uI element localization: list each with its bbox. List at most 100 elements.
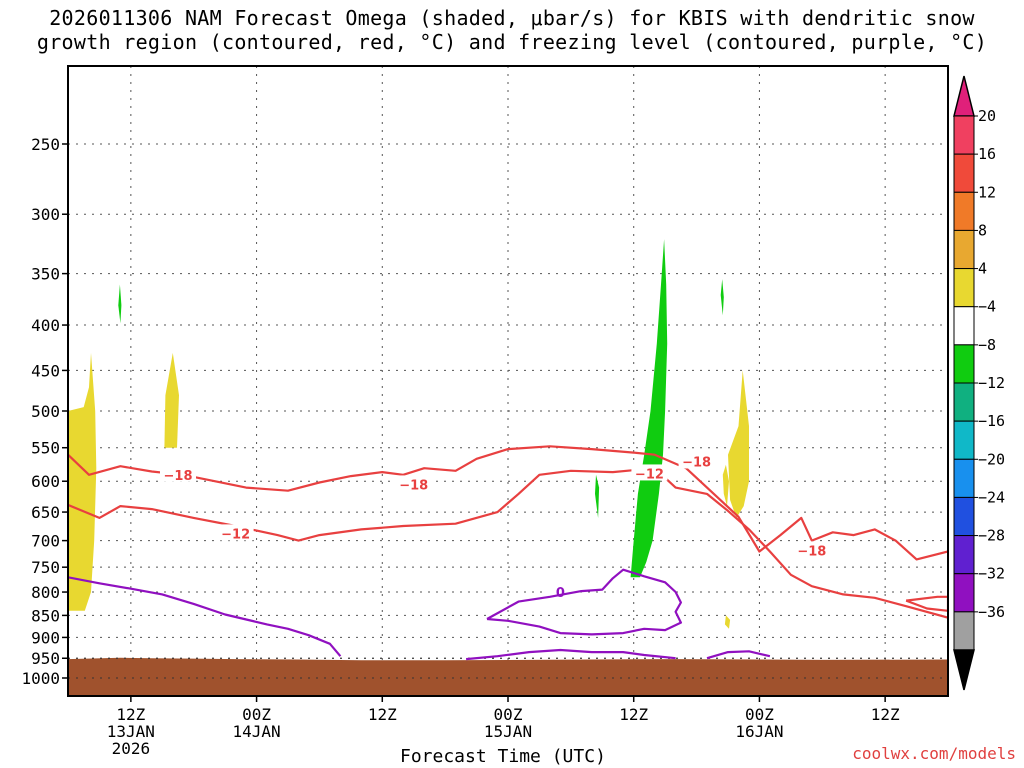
contour-dgz_right_loop [905, 595, 948, 612]
y-tick-label: 750 [31, 558, 60, 577]
colorbar-label: −28 [978, 527, 1005, 545]
x-axis-label: Forecast Time (UTC) [400, 746, 606, 767]
colorbar-label: −16 [978, 412, 1005, 430]
x-tick-label: 00Z [494, 705, 523, 724]
colorbar-swatch [953, 191, 975, 231]
y-tick-label: 250 [31, 135, 60, 154]
omega-negative-small-1 [118, 284, 122, 324]
terrain-fill [68, 657, 948, 696]
x-tick-label: 12Z [871, 705, 900, 724]
colorbar-swatch [953, 268, 975, 308]
colorbar-swatch [953, 344, 975, 384]
x-tick-label: 14JAN [232, 722, 280, 741]
contour-label-background [395, 475, 432, 492]
colorbar-label: −8 [978, 336, 996, 354]
colorbar-label: 12 [978, 183, 996, 201]
colorbar-label: 16 [978, 145, 996, 163]
contour-label: −18 [797, 544, 826, 559]
y-tick-label: 500 [31, 402, 60, 421]
omega-positive-small-2 [724, 615, 731, 629]
y-tick-label: 900 [31, 628, 60, 647]
colorbar-swatch [953, 535, 975, 575]
contour-label: −12 [221, 527, 250, 542]
x-tick-label: 12Z [116, 705, 145, 724]
contour-dgz_minus18 [68, 445, 948, 561]
x-tick-label: 00Z [242, 705, 271, 724]
terrain-surface [68, 657, 948, 696]
contour-label-background [631, 464, 668, 481]
y-tick-label: 550 [31, 439, 60, 458]
colorbar: 20 16 12 8 4 −4 −8 −12 −16 −20 −24 −28 −32 −36 [953, 75, 1005, 691]
colorbar-label: −12 [978, 374, 1005, 392]
colorbar-swatch [953, 573, 975, 613]
contour-label: −18 [682, 455, 711, 470]
plot-background [68, 66, 948, 696]
omega-positive-small-1 [722, 464, 729, 507]
colorbar-label: −20 [978, 450, 1005, 468]
contour-label: −18 [399, 478, 428, 493]
chart-title-line-2: growth region (contoured, red, °C) and f… [36, 30, 988, 54]
contour-label-background [678, 452, 715, 469]
x-tick-label: 00Z [745, 705, 774, 724]
y-tick-label: 400 [31, 316, 60, 335]
colorbar-label: −36 [978, 603, 1005, 621]
contour-label-background [160, 465, 196, 482]
y-tick-label: 950 [31, 649, 60, 668]
contour-label: −12 [635, 467, 664, 482]
y-tick-label: 600 [31, 472, 60, 491]
colorbar-swatch [953, 382, 975, 422]
x-tick-label: 16JAN [735, 722, 783, 741]
colorbar-swatch [953, 306, 975, 346]
omega-positive-mid [164, 352, 179, 448]
colorbar-label: 20 [978, 107, 996, 125]
contour-freezing_bottom [465, 648, 676, 661]
omega-negative-small-2 [720, 279, 724, 316]
omega-negative-small-3 [595, 474, 600, 518]
x-tick-label: 2026 [112, 739, 151, 758]
contour-freezing_loop [486, 568, 683, 636]
plot-area [68, 66, 948, 696]
contour-label-background [793, 541, 830, 558]
colorbar-label: 8 [978, 221, 987, 239]
y-tick-label: 1000 [21, 669, 60, 688]
contour-label-background [217, 524, 254, 541]
contour-dgz_minus12 [68, 467, 948, 619]
colorbar-label: −4 [978, 298, 996, 316]
y-tick-label: 800 [31, 583, 60, 602]
colorbar-bottom-arrow [953, 649, 975, 691]
contour-label-background [542, 583, 579, 600]
contour-freezing_bottom2 [706, 650, 771, 660]
y-tick-label: 650 [31, 503, 60, 522]
colorbar-label: −24 [978, 488, 1005, 506]
contour-freezing_main [68, 576, 342, 657]
colorbar-swatch [953, 229, 975, 270]
colorbar-swatch [953, 115, 975, 155]
colorbar-swatch [953, 458, 975, 498]
y-tick-label: 350 [31, 265, 60, 284]
colorbar-swatch [953, 611, 975, 651]
contour-lines: −18 −18 −18 −18 −12 −12 0 [68, 445, 948, 661]
x-tick-label: 12Z [368, 705, 397, 724]
colorbar-label: −32 [978, 565, 1005, 583]
colorbar-swatch [953, 420, 975, 460]
omega-negative-main [630, 239, 668, 578]
colorbar-swatch [953, 496, 975, 537]
y-axis-ticks: 250 300 350 400 450 500 550 600 650 700 750 800 850 9… [21, 135, 68, 688]
omega-positive-right [728, 370, 749, 518]
x-tick-label: 13JAN [107, 722, 155, 741]
y-tick-label: 700 [31, 532, 60, 551]
contour-label: −18 [164, 469, 193, 484]
omega-positive-left [68, 352, 97, 611]
colorbar-swatch [953, 153, 975, 193]
omega-shading [68, 239, 749, 629]
y-tick-label: 850 [31, 606, 60, 625]
x-tick-label: 15JAN [484, 722, 532, 741]
y-tick-label: 300 [31, 205, 60, 224]
x-tick-label: 12Z [619, 705, 648, 724]
chart-title-line-1: 2026011306 NAM Forecast Omega (shaded, μ… [49, 6, 975, 30]
y-tick-label: 450 [31, 361, 60, 380]
credit-link[interactable]: coolwx.com/models [852, 744, 1016, 763]
colorbar-label: 4 [978, 260, 987, 278]
